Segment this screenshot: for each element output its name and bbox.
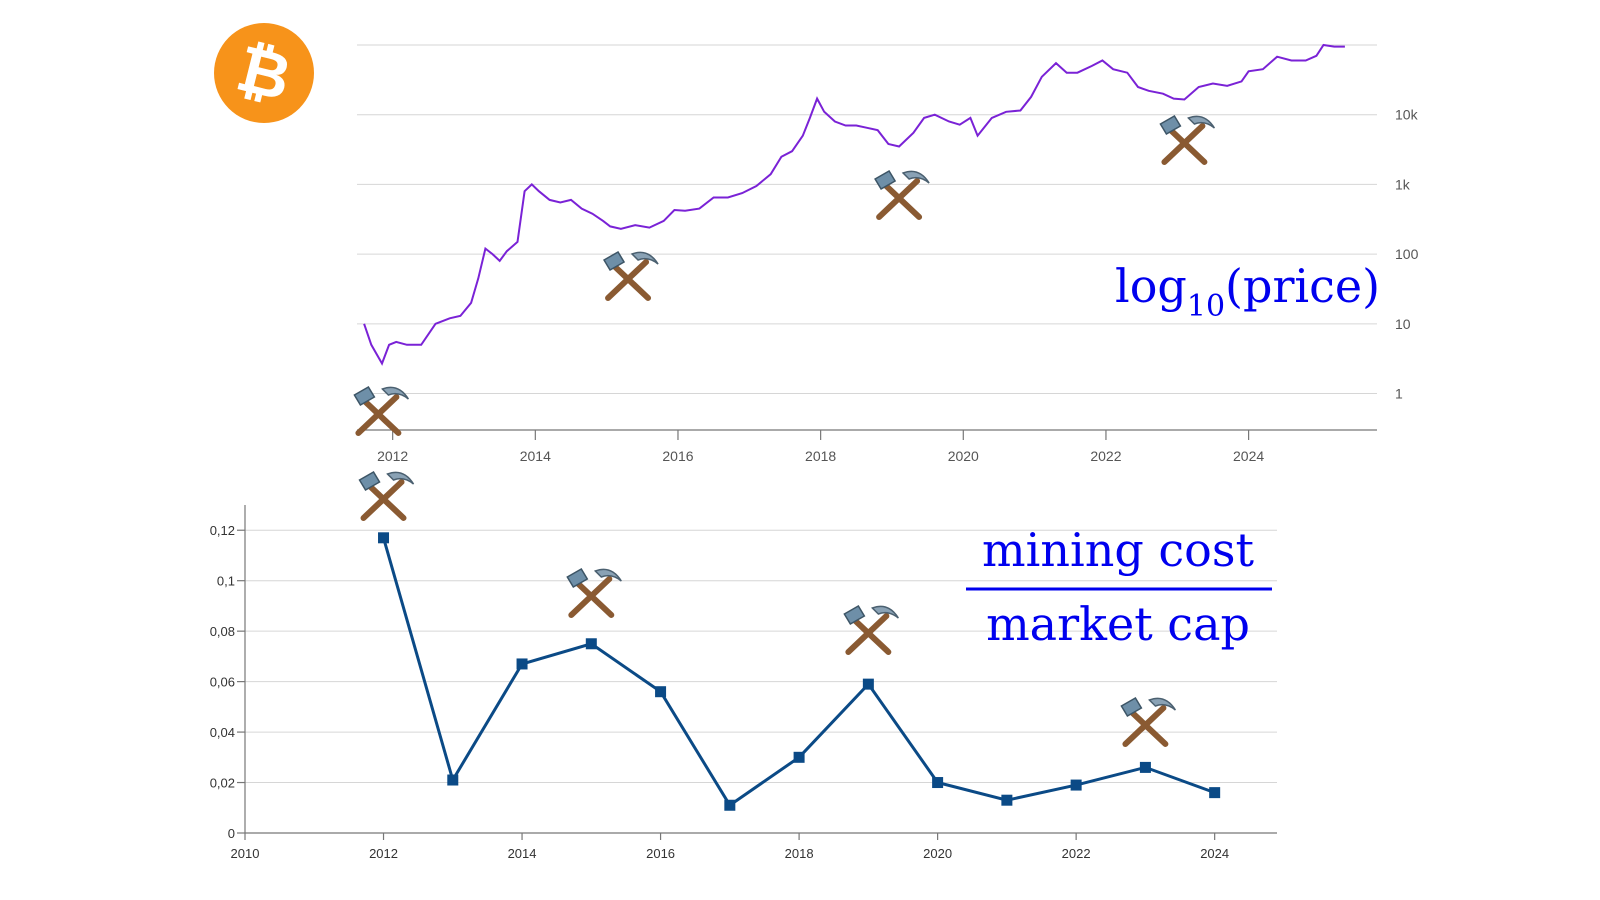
mining-y-tick-label: 0,12 (210, 523, 235, 538)
fraction-denominator: market cap (986, 597, 1250, 651)
logo-circle (214, 23, 314, 123)
mining-chart-x-ticks: 2010 2012 2014 2016 2018 2020 2022 2024 (231, 833, 1229, 861)
mining-x-tick-label: 2010 (231, 846, 260, 861)
title-tail: (price) (1225, 259, 1380, 313)
mining-y-tick-label: 0,08 (210, 624, 235, 639)
mining-data-point (1001, 794, 1013, 806)
mining-x-tick-label: 2012 (369, 846, 398, 861)
mining-series-line (382, 537, 1216, 808)
fraction-numerator: mining cost (982, 523, 1254, 577)
mining-cost-chart: 00,020,040,060,080,10,12 2010 2012 2014 201… (210, 472, 1277, 861)
price-y-tick-label: 1 (1395, 386, 1403, 402)
mining-data-point (724, 799, 736, 811)
mining-x-tick-label: 2022 (1062, 846, 1091, 861)
mining-y-tick-label: 0 (228, 826, 235, 841)
mining-x-tick-label: 2014 (508, 846, 537, 861)
pickaxe-hammer-icon (875, 171, 929, 217)
pickaxe-hammer-icon (604, 252, 658, 298)
mining-data-point (1070, 779, 1082, 791)
price-x-tick-label: 2014 (520, 448, 551, 464)
title-sub: 10 (1187, 289, 1225, 324)
mining-data-point (1139, 761, 1151, 773)
mining-data-point (1209, 787, 1221, 799)
mining-y-tick-label: 0,04 (210, 725, 235, 740)
mining-y-tick-label: 0,06 (210, 675, 235, 690)
price-series-line (363, 43, 1345, 366)
pickaxe-hammer-icon (1121, 698, 1175, 744)
mining-data-point (585, 638, 597, 650)
mining-data-point (932, 777, 944, 789)
pickaxe-hammer-icon (360, 472, 414, 518)
mining-x-tick-label: 2024 (1200, 846, 1229, 861)
price-chart-x-ticks: 2012 2014 2016 2018 2020 2022 2024 (377, 430, 1264, 464)
mining-data-point (655, 686, 667, 698)
price-chart-halving-icons (354, 116, 1214, 433)
mining-data-point (793, 751, 805, 763)
price-y-tick-label: 1k (1395, 176, 1411, 192)
price-chart-grid (357, 44, 1377, 395)
bitcoin-logo-icon: ₿ (214, 23, 314, 123)
pickaxe-hammer-icon (567, 569, 621, 615)
price-chart-y-ticks: 1 10 100 1k 10k (1395, 107, 1419, 402)
price-x-tick-label: 2020 (948, 448, 979, 464)
price-x-tick-label: 2022 (1090, 448, 1121, 464)
price-chart: 1 10 100 1k 10k 2012 2014 2016 2018 2020 2022 2024… (354, 43, 1419, 464)
mining-data-point (378, 532, 390, 544)
price-x-tick-label: 2016 (662, 448, 693, 464)
pickaxe-hammer-icon (1160, 116, 1214, 162)
price-x-tick-label: 2024 (1233, 448, 1264, 464)
mining-x-tick-label: 2020 (923, 846, 952, 861)
mining-series-points (378, 532, 1221, 811)
mining-x-tick-label: 2018 (785, 846, 814, 861)
mining-y-tick-label: 0,02 (210, 776, 235, 791)
title-log: log (1115, 259, 1187, 313)
mining-chart-y-ticks: 0 0,02 0,04 0,06 0,08 0,1 0,12 (210, 523, 245, 841)
mining-data-point (862, 678, 874, 690)
price-x-tick-label: 2018 (805, 448, 836, 464)
mining-data-point (516, 658, 528, 670)
mining-data-point (447, 774, 459, 786)
price-chart-title: log10(price) (1115, 259, 1380, 324)
price-y-tick-label: 10k (1395, 107, 1419, 123)
price-y-tick-label: 100 (1395, 246, 1419, 262)
mining-x-tick-label: 2016 (646, 846, 675, 861)
pickaxe-hammer-icon (844, 606, 898, 652)
mining-y-tick-label: 0,1 (217, 574, 235, 589)
price-x-tick-label: 2012 (377, 448, 408, 464)
price-y-tick-label: 10 (1395, 316, 1411, 332)
